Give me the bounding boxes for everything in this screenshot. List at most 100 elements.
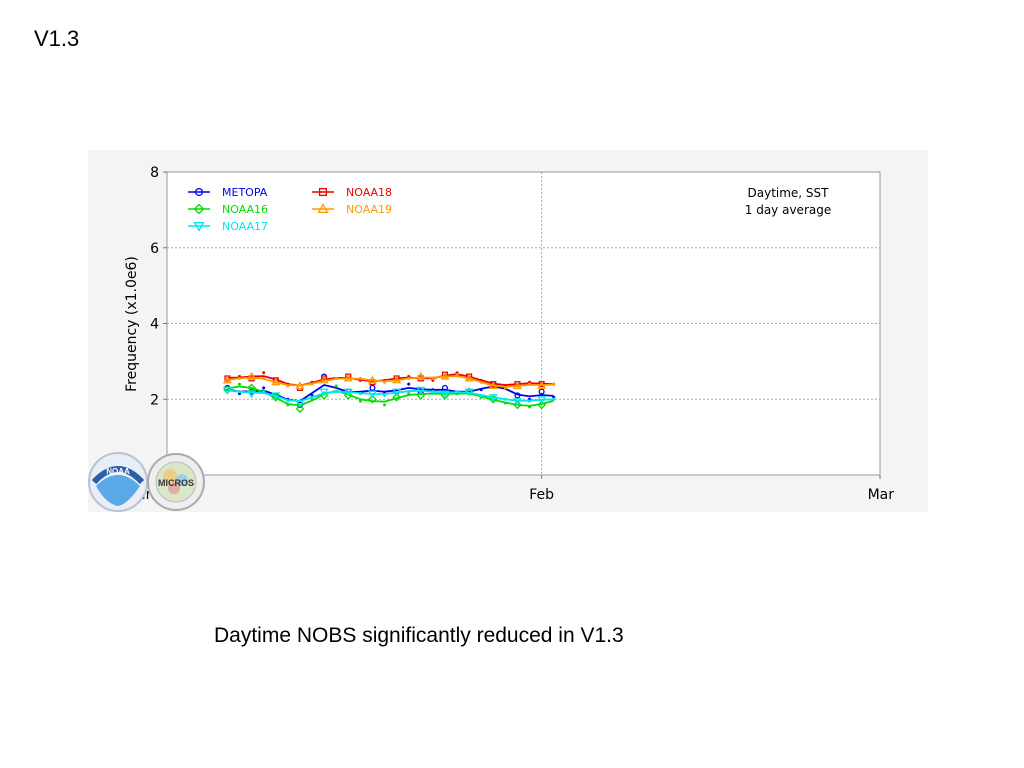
data-point xyxy=(383,380,387,384)
data-point xyxy=(488,381,498,390)
data-point xyxy=(383,393,387,397)
data-point xyxy=(222,375,232,384)
data-point xyxy=(238,382,242,386)
slide-title: V1.3 xyxy=(34,26,80,51)
data-point xyxy=(247,371,257,380)
legend-label: NOAA18 xyxy=(346,186,392,199)
data-point xyxy=(407,390,411,394)
data-point xyxy=(407,382,411,386)
data-point xyxy=(537,381,547,390)
y-tick-label: 6 xyxy=(150,241,159,257)
data-point xyxy=(222,386,232,395)
data-point xyxy=(416,391,426,400)
annotation-line: 1 day average xyxy=(745,203,831,217)
legend-label: NOAA17 xyxy=(222,220,268,233)
chart-annotation: Daytime, SST 1 day average xyxy=(745,186,831,217)
series-noaa17 xyxy=(222,386,556,408)
data-point xyxy=(440,390,450,399)
data-point xyxy=(440,371,450,380)
data-point xyxy=(392,375,402,384)
data-point xyxy=(238,390,242,394)
data-point xyxy=(383,403,387,407)
series-line xyxy=(227,375,554,388)
data-point xyxy=(479,380,483,384)
data-point xyxy=(392,388,402,397)
data-point xyxy=(343,391,353,400)
data-point xyxy=(369,384,376,391)
legend-item-noaa16: NOAA16 xyxy=(188,203,268,216)
data-point xyxy=(319,388,329,397)
annotation-line: Daytime, SST xyxy=(748,186,830,200)
data-point xyxy=(358,392,362,396)
data-point xyxy=(488,394,498,403)
data-point xyxy=(262,390,266,394)
data-point xyxy=(194,187,204,197)
slide-caption: Daytime NOBS significantly reduced in V1… xyxy=(214,624,624,647)
data-point xyxy=(431,390,435,394)
data-point xyxy=(552,397,556,401)
data-point xyxy=(512,398,522,406)
data-point xyxy=(262,376,266,380)
legend: METOPA NOAA16 NOAA17 NOAA18 NOAA19 xyxy=(188,186,392,233)
data-point xyxy=(512,381,522,390)
data-point xyxy=(358,376,362,380)
y-tick-label: 8 xyxy=(150,165,159,181)
x-tick-label: Mar xyxy=(868,487,895,503)
data-point xyxy=(193,221,205,232)
series-noaa19 xyxy=(222,371,556,390)
data-point xyxy=(286,384,290,388)
data-point xyxy=(503,397,507,401)
data-point xyxy=(431,376,435,380)
data-point xyxy=(358,399,362,403)
data-point xyxy=(503,401,507,405)
data-point xyxy=(310,382,314,386)
micros-logo: MICROS xyxy=(147,453,205,511)
legend-label: METOPA xyxy=(222,186,268,199)
data-point xyxy=(238,376,242,380)
data-point xyxy=(334,384,338,388)
grid-lines xyxy=(167,172,880,475)
data-point xyxy=(343,388,353,397)
data-point xyxy=(295,404,305,414)
data-point xyxy=(367,390,377,399)
data-point xyxy=(271,392,281,401)
series-line xyxy=(227,385,554,407)
data-point xyxy=(538,388,545,395)
data-point xyxy=(295,381,305,390)
data-point xyxy=(319,375,329,384)
data-point xyxy=(367,375,377,384)
legend-item-metopa: METOPA xyxy=(188,186,268,199)
data-point xyxy=(193,203,205,215)
data-point xyxy=(537,396,547,404)
data-point xyxy=(441,384,448,391)
data-point xyxy=(318,187,328,197)
data-point xyxy=(262,371,266,375)
data-point xyxy=(479,388,483,392)
noaa-logo: NOAA xyxy=(88,452,148,512)
series-layer xyxy=(222,371,556,414)
legend-item-noaa18: NOAA18 xyxy=(312,186,392,199)
data-point xyxy=(455,390,459,394)
x-tick-label: Feb xyxy=(529,487,554,503)
data-point xyxy=(503,386,507,390)
data-point xyxy=(368,394,377,404)
data-point xyxy=(343,373,353,382)
data-point xyxy=(286,399,290,403)
micros-logo-text: MICROS xyxy=(158,478,194,488)
data-point xyxy=(247,390,257,399)
data-point xyxy=(334,390,338,394)
data-point xyxy=(286,403,290,407)
legend-item-noaa17: NOAA17 xyxy=(188,220,268,233)
legend-label: NOAA19 xyxy=(346,203,392,216)
legend-item-noaa19: NOAA19 xyxy=(312,203,392,216)
data-point xyxy=(407,376,411,380)
data-point xyxy=(262,386,266,390)
data-point xyxy=(464,388,474,397)
data-point xyxy=(514,392,521,399)
data-point xyxy=(464,373,474,382)
data-point xyxy=(317,203,329,214)
data-point xyxy=(271,377,281,386)
y-tick-label: 4 xyxy=(150,317,159,333)
noaa-logo-text: NOAA xyxy=(106,467,130,476)
